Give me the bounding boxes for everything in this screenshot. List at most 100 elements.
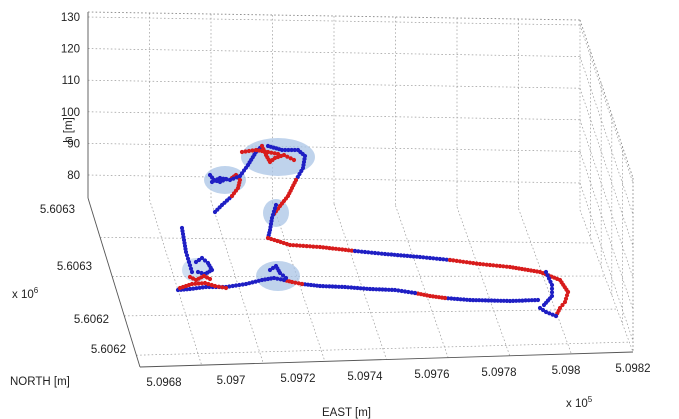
trajectory-point <box>184 287 190 292</box>
highlight-ellipse <box>256 261 300 291</box>
trajectory-point <box>361 286 366 291</box>
trajectory-point <box>487 262 493 268</box>
trajectory-point <box>269 236 274 242</box>
trajectory-point <box>464 297 469 302</box>
trajectory-point <box>359 249 364 254</box>
trajectory-point <box>483 298 488 303</box>
trajectory-point <box>434 256 439 261</box>
trajectory-point <box>202 280 208 286</box>
trajectory-point <box>202 258 208 263</box>
trajectory-point <box>517 298 522 303</box>
trajectory-point <box>337 247 342 252</box>
trajectory-point <box>437 256 443 262</box>
z-tick-label: 90 <box>67 138 80 150</box>
trajectory-point <box>548 279 553 284</box>
trajectory-point <box>283 147 288 153</box>
trajectory-point <box>355 285 360 291</box>
trajectory-point <box>406 289 411 295</box>
trajectory-point <box>189 281 195 287</box>
trajectory-point <box>283 275 289 281</box>
trajectory-point <box>417 254 423 260</box>
trajectory-point <box>495 298 500 303</box>
trajectory-point <box>457 259 463 264</box>
trajectory-point <box>547 311 552 316</box>
trajectory-point <box>396 288 401 293</box>
trajectory-point <box>277 270 283 276</box>
trajectory-point <box>461 297 466 302</box>
trajectory-point <box>272 206 278 211</box>
trajectory-point <box>349 248 354 253</box>
y-tick-label: 5.6062 <box>74 314 109 326</box>
trajectory-point <box>461 259 466 264</box>
trajectory-point <box>280 273 286 278</box>
trajectory-point <box>392 252 397 257</box>
trajectory-point <box>197 285 202 290</box>
trajectory-point <box>336 284 341 289</box>
trajectory-point <box>230 283 235 289</box>
trajectory-point <box>409 290 414 295</box>
trajectory-point <box>240 282 245 287</box>
trajectory-point <box>340 247 345 252</box>
x-tick-labels: 5.0968 5.097 5.0972 5.0974 5.0976 5.0978 5.098… <box>146 363 650 389</box>
trajectory-point <box>431 256 436 261</box>
trajectory-point <box>281 240 286 246</box>
trajectory-point <box>342 284 348 290</box>
trajectory-point <box>196 257 202 263</box>
trajectory-point <box>243 281 249 287</box>
trajectory-point <box>424 255 429 260</box>
trajectory-point <box>185 256 191 261</box>
trajectory-point <box>193 281 198 286</box>
trajectory-point <box>223 285 229 291</box>
trajectory-point <box>307 244 313 249</box>
trajectory-point <box>414 254 419 259</box>
trajectory-point <box>330 284 335 289</box>
trajectory-point <box>216 284 221 289</box>
trajectory-point <box>549 286 555 291</box>
trajectory-point <box>471 298 476 303</box>
trajectory-point <box>330 246 335 251</box>
trajectory-point <box>343 247 348 252</box>
x-tick-label: 5.0974 <box>347 371 383 383</box>
x-tick-label: 5.098 <box>552 365 581 377</box>
trajectory-point <box>352 248 358 254</box>
trajectory-point <box>299 281 305 287</box>
z-axis-label: h [m] <box>63 117 75 143</box>
trajectory-point <box>402 289 408 294</box>
trajectory-point <box>549 282 555 288</box>
floor-grid <box>100 199 634 366</box>
trajectory-point <box>296 281 301 286</box>
z-tick-label: 110 <box>62 75 80 87</box>
trajectory-point <box>474 261 479 266</box>
z-tick-label: 100 <box>61 107 80 119</box>
trajectory-point <box>349 285 354 290</box>
trajectory-point <box>427 255 433 261</box>
trajectory-point <box>484 262 489 267</box>
axes-box <box>87 11 634 368</box>
x-tick-label: 5.0978 <box>481 367 516 379</box>
y-tick-labels: 5.6062 5.6062 5.6063 5.6063 <box>40 204 126 356</box>
trajectory-point <box>288 156 293 161</box>
trajectory-point <box>449 296 454 301</box>
trajectory-point <box>510 298 516 303</box>
trajectory-point <box>372 250 378 256</box>
trajectory-point <box>206 281 211 287</box>
trajectory-point <box>481 262 486 267</box>
trajectory-point <box>451 258 456 263</box>
trajectory-point <box>371 287 376 292</box>
trajectory-point <box>562 299 568 305</box>
trajectory-point <box>498 298 503 303</box>
trajectory-point <box>477 298 482 303</box>
trajectory-point <box>474 298 479 303</box>
trajectory-point <box>227 177 233 183</box>
trajectory-point <box>447 257 453 263</box>
trajectory-point <box>188 266 194 271</box>
trajectory-point <box>291 157 297 163</box>
trajectory-point <box>317 244 323 250</box>
trajectory-point <box>294 243 299 248</box>
trajectory-point <box>321 245 326 250</box>
trajectory-point <box>243 149 248 154</box>
trajectory-point <box>494 263 499 268</box>
trajectory-point <box>444 257 449 262</box>
trajectory-point <box>234 175 239 180</box>
trajectory-point <box>553 313 559 319</box>
